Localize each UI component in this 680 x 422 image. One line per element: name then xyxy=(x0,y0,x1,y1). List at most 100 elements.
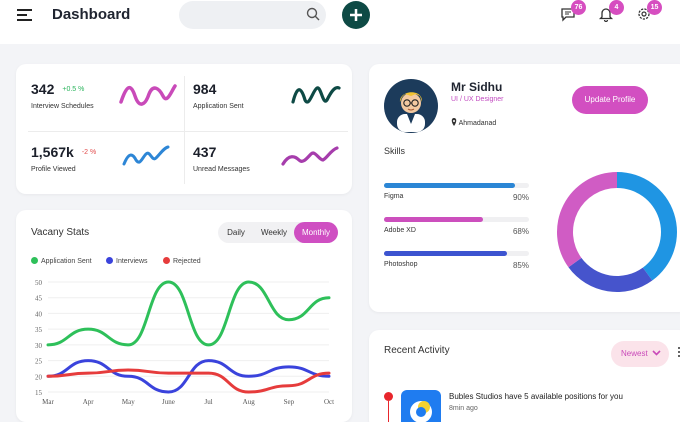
profile-card: Mr Sidhu UI / UX Designer Ahmadanad Upda… xyxy=(369,64,680,312)
skill-name: Adobe XD xyxy=(384,227,416,234)
chevron-down-icon xyxy=(652,350,661,356)
legend-label: Application Sent xyxy=(41,258,92,265)
stat-value: 984 xyxy=(193,81,217,97)
x-tick-label: Jul xyxy=(204,398,212,406)
series-line xyxy=(46,368,331,394)
search-input[interactable] xyxy=(179,1,326,29)
more-options-icon[interactable] xyxy=(678,347,680,359)
y-tick-label: 45 xyxy=(35,295,43,303)
stat-value: 1,567k xyxy=(31,144,74,160)
notifications-button[interactable]: 4 xyxy=(598,0,624,23)
skill-name: Photoshop xyxy=(384,261,418,268)
y-tick-label: 40 xyxy=(35,310,43,318)
tab-daily[interactable]: Daily xyxy=(227,228,245,237)
x-tick-label: June xyxy=(162,398,175,406)
settings-badge: 15 xyxy=(647,0,662,15)
legend-label: Rejected xyxy=(173,258,201,265)
donut-slice xyxy=(568,257,653,292)
timeline-line xyxy=(388,401,389,422)
skill-percent: 90% xyxy=(512,193,529,202)
top-bar: Dashboard 76 4 15 xyxy=(0,0,680,44)
card-title: Recent Activity xyxy=(384,345,450,356)
messages-badge: 76 xyxy=(571,0,586,15)
legend-label: Interviews xyxy=(116,258,148,265)
x-tick-label: May xyxy=(122,398,135,406)
add-button[interactable] xyxy=(342,1,370,29)
activity-item[interactable]: Bubles Studios have 5 available position… xyxy=(401,390,680,422)
skill-photoshop: Photoshop 85% xyxy=(384,251,529,270)
x-tick-label: Oct xyxy=(324,398,334,406)
sparkline xyxy=(122,145,170,166)
stat-label: Interview Schedules xyxy=(31,103,94,110)
activity-text: Bubles Studios have 5 available position… xyxy=(449,392,623,401)
vacancy-line-chart: 15 20 25 30 35 40 45 50 Mar Apr May June Jul Aug Sep Oc… xyxy=(35,279,334,406)
stat-value: 437 xyxy=(193,144,217,160)
recent-activity-card: Recent Activity Newest Bubles Studios ha… xyxy=(369,330,680,422)
skill-bar xyxy=(384,217,483,222)
page-title: Dashboard xyxy=(52,6,131,23)
legend-item: Interviews xyxy=(106,257,148,265)
profile-name: Mr Sidhu xyxy=(451,80,503,94)
stat-change: -2 % xyxy=(81,149,97,156)
y-tick-label: 20 xyxy=(35,373,43,381)
skill-percent: 68% xyxy=(512,227,529,236)
sort-dropdown[interactable]: Newest xyxy=(611,341,669,367)
settings-button[interactable]: 15 xyxy=(636,0,662,22)
skills-donut-chart xyxy=(557,172,677,292)
vacancy-stats-card: Vacany Stats Daily Weekly Monthly Applic… xyxy=(16,210,352,422)
skill-figma: Figma 90% xyxy=(384,183,529,202)
skill-bar xyxy=(384,183,515,188)
stats-card: 342 +0.5 % Interview Schedules 984 Applic… xyxy=(16,64,352,194)
stat-profile-viewed: 1,567k -2 % Profile Viewed xyxy=(31,144,96,173)
timeline-dot xyxy=(384,392,393,401)
tab-monthly[interactable]: Monthly xyxy=(294,222,338,243)
card-title: Vacany Stats xyxy=(31,227,90,238)
notifications-badge: 4 xyxy=(609,0,624,15)
x-tick-label: Aug xyxy=(243,398,256,406)
avatar xyxy=(384,79,438,133)
plus-icon xyxy=(350,9,362,21)
stat-label: Profile Viewed xyxy=(31,166,76,173)
stat-application-sent: 984 Application Sent xyxy=(193,81,244,110)
skill-name: Figma xyxy=(384,193,404,200)
legend-item: Application Sent xyxy=(31,257,92,265)
menu-icon[interactable] xyxy=(17,9,32,21)
sparkline xyxy=(291,86,341,104)
x-tick-label: Mar xyxy=(42,398,54,406)
stat-label: Application Sent xyxy=(193,103,244,110)
y-tick-label: 35 xyxy=(35,326,43,334)
activity-time: 8min ago xyxy=(449,405,478,412)
series-line xyxy=(46,280,331,347)
skill-percent: 85% xyxy=(512,261,529,270)
company-logo xyxy=(401,390,441,422)
sparkline xyxy=(281,146,339,166)
stat-interview-schedules: 342 +0.5 % Interview Schedules xyxy=(31,81,94,110)
gear-icon xyxy=(638,8,650,20)
bell-icon xyxy=(598,8,614,23)
skill-bar xyxy=(384,251,508,256)
legend-item: Rejected xyxy=(163,257,201,265)
location-pin-icon xyxy=(451,118,457,126)
skills-title: Skills xyxy=(384,146,406,156)
x-tick-label: Apr xyxy=(83,398,95,406)
donut-slice xyxy=(617,172,677,281)
stat-unread-messages: 437 Unread Messages xyxy=(193,144,250,173)
period-switch: Daily Weekly Monthly xyxy=(218,222,338,243)
y-tick-label: 50 xyxy=(35,279,43,287)
y-tick-label: 25 xyxy=(35,358,43,366)
search-icon[interactable] xyxy=(306,7,320,21)
profile-role: UI / UX Designer xyxy=(451,96,504,103)
y-tick-label: 15 xyxy=(35,389,43,397)
stat-value: 342 xyxy=(31,81,55,97)
series-line xyxy=(46,359,331,394)
skill-adobe-xd: Adobe XD 68% xyxy=(384,217,529,236)
update-profile-button[interactable]: Update Profile xyxy=(572,86,648,114)
x-tick-label: Sep xyxy=(284,398,295,406)
sparkline xyxy=(119,84,177,106)
profile-location: Ahmadanad xyxy=(451,118,496,127)
stat-change: +0.5 % xyxy=(62,86,85,93)
tab-weekly[interactable]: Weekly xyxy=(260,228,288,237)
y-tick-label: 30 xyxy=(35,342,43,350)
messages-button[interactable]: 76 xyxy=(560,0,586,22)
donut-slice xyxy=(557,172,617,268)
